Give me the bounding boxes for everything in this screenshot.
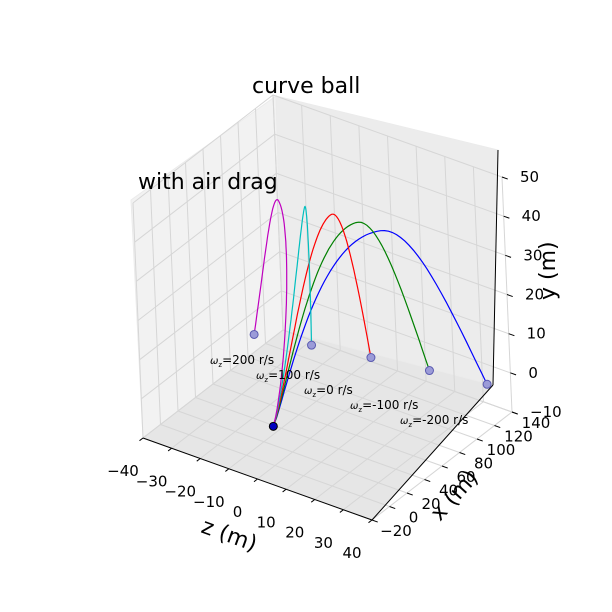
tick-z <box>225 468 230 472</box>
landing-marker <box>482 379 492 389</box>
z-tick-label: 0 <box>233 503 243 521</box>
tick-z <box>253 478 258 483</box>
tick-x <box>441 465 448 469</box>
grid-line-y <box>139 251 509 361</box>
tick-marks: −40−30−20−10010203040−200204060801001201… <box>107 168 561 562</box>
tick-x <box>459 452 466 456</box>
tick-y <box>511 411 518 415</box>
z-tick-label: 20 <box>285 524 304 542</box>
launch-marker <box>268 421 278 431</box>
y-tick-label: 50 <box>520 168 539 186</box>
tick-z <box>310 499 316 503</box>
spin-label: ωz=100 r/s <box>256 368 320 384</box>
tick-y <box>501 176 508 180</box>
spin-label: ωz=0 r/s <box>304 383 353 399</box>
trajectory-line <box>253 198 288 427</box>
trajectory-line <box>272 229 488 427</box>
tick-z <box>282 488 287 493</box>
z-tick-label: 30 <box>314 534 333 552</box>
x-tick-label: 100 <box>487 441 516 459</box>
z-tick-label: −30 <box>136 472 168 490</box>
y-axis-line <box>492 149 499 386</box>
tick-z <box>368 519 373 524</box>
x-tick-label: −20 <box>380 522 412 540</box>
tick-y <box>503 215 510 219</box>
tick-y <box>506 294 513 298</box>
x-tick-label: 80 <box>474 455 493 473</box>
landing-marker <box>307 340 317 350</box>
tick-x <box>371 519 378 523</box>
x-tick-label: 0 <box>409 509 419 527</box>
grid-line-y <box>141 290 511 400</box>
tick-z <box>339 509 344 513</box>
tick-x <box>406 492 413 496</box>
spin-label: ωz=-100 r/s <box>350 398 418 414</box>
spin-label: ωz=200 r/s <box>210 353 274 369</box>
x-tick-label: 60 <box>456 468 475 486</box>
trajectory-line <box>272 221 431 427</box>
y-tick-label: 0 <box>528 364 538 382</box>
landing-marker <box>249 329 259 339</box>
tick-z <box>196 458 201 462</box>
z-tick-label: 40 <box>342 544 361 562</box>
spin-annotations: ωz=-200 r/sωz=-100 r/sωz=0 r/sωz=100 r/s… <box>210 353 468 429</box>
x-tick-label: 140 <box>522 414 551 432</box>
y-tick-label: 40 <box>522 207 541 225</box>
trajectory-curves <box>249 198 492 431</box>
tick-y <box>508 333 515 337</box>
tick-x <box>424 479 431 483</box>
z-tick-label: −10 <box>193 493 225 511</box>
trajectory-line <box>272 205 313 427</box>
z-tick-label: −40 <box>107 462 139 480</box>
tick-z <box>167 447 172 452</box>
x-tick-label: 120 <box>504 428 533 446</box>
y-tick-label: 20 <box>525 286 544 304</box>
chart-subtitle: with air drag <box>138 170 278 195</box>
y-axis-label: y (m) <box>536 241 561 300</box>
spin-label: ωz=-200 r/s <box>400 413 468 429</box>
tick-x <box>476 438 483 442</box>
x-tick-label: 20 <box>421 495 440 513</box>
grid-line-y <box>136 172 506 282</box>
z-tick-label: 10 <box>257 513 276 531</box>
y-tick-label: 10 <box>527 325 546 343</box>
trajectory-line <box>272 213 372 427</box>
grid-line-y <box>132 94 503 204</box>
y-tick-label: 30 <box>523 246 542 264</box>
grid-line-y <box>142 329 513 439</box>
chart-title: curve ball <box>252 74 360 99</box>
landing-marker <box>424 366 434 376</box>
z-axis-label: z (m) <box>198 514 260 557</box>
tick-y <box>510 372 517 376</box>
x-tick-label: 40 <box>439 482 458 500</box>
z-tick-label: −20 <box>164 483 196 501</box>
tick-x <box>494 425 501 429</box>
tick-z <box>139 437 144 442</box>
y-tick-label: −10 <box>530 403 562 421</box>
tick-x <box>389 506 396 510</box>
grid-line-y <box>134 133 504 243</box>
grid-line-y <box>137 211 508 321</box>
x-axis-line <box>371 384 494 521</box>
tick-y <box>505 254 512 258</box>
landing-marker <box>366 353 376 363</box>
